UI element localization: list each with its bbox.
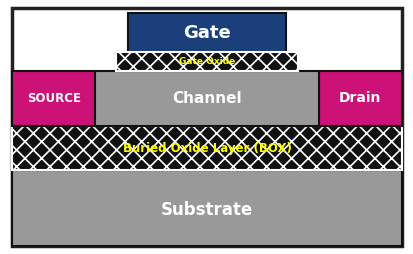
Bar [12, 126, 401, 170]
Bar [116, 52, 297, 71]
Text: Drain: Drain [338, 91, 380, 105]
Text: Gate: Gate [183, 24, 230, 41]
Bar [95, 71, 318, 126]
Text: Channel: Channel [172, 91, 241, 106]
Text: Buried Oxide Layer (BOX): Buried Oxide Layer (BOX) [122, 141, 291, 155]
Bar [12, 126, 401, 170]
Bar [12, 71, 95, 126]
Bar [12, 170, 401, 246]
Bar [116, 52, 297, 71]
Text: SOURCE: SOURCE [27, 92, 81, 105]
Text: Gate Oxide: Gate Oxide [178, 57, 235, 66]
Text: Substrate: Substrate [161, 201, 252, 218]
Bar [128, 13, 285, 52]
Bar [318, 71, 401, 126]
